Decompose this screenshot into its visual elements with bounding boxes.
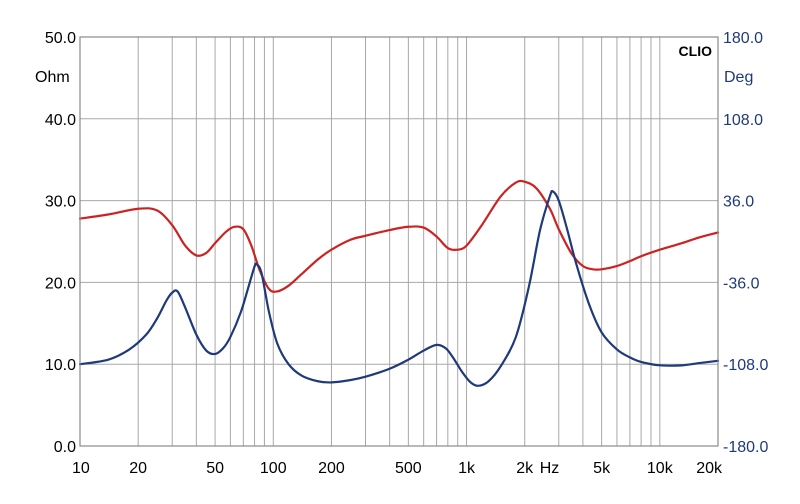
x-tick-label: 1k bbox=[458, 460, 476, 477]
x-tick-label: 100 bbox=[260, 460, 287, 477]
x-tick-label: 10 bbox=[72, 460, 90, 477]
axis-labels: 0.0 10.0 20.0 30.0 40.0 50.0 -180.0 -108.0 -36.0… bbox=[35, 30, 768, 477]
y-right-tick-label: -180.0 bbox=[723, 439, 768, 456]
plot-frame bbox=[79, 36, 719, 447]
series-layer bbox=[78, 179, 720, 387]
y-left-tick-label: 30.0 bbox=[45, 194, 76, 211]
x-tick-label: 20 bbox=[129, 460, 147, 477]
x-tick-label: 200 bbox=[318, 460, 345, 477]
x-tick-label: 10k bbox=[647, 460, 674, 477]
grid bbox=[79, 36, 719, 447]
x-tick-label: 500 bbox=[395, 460, 422, 477]
impedance-line bbox=[78, 179, 720, 293]
y-left-tick-label: 40.0 bbox=[45, 112, 76, 129]
x-tick-label: 20k bbox=[696, 460, 723, 477]
y-right-tick-label: -108.0 bbox=[723, 357, 768, 374]
y-right-tick-label: 108.0 bbox=[723, 112, 763, 129]
y-right-tick-label: 180.0 bbox=[723, 30, 763, 47]
x-tick-label: 2k bbox=[516, 460, 534, 477]
x-unit-label: Hz bbox=[540, 460, 560, 477]
y-left-tick-label: 0.0 bbox=[54, 439, 76, 456]
y-left-unit-label: Ohm bbox=[35, 69, 70, 86]
y-left-tick-label: 10.0 bbox=[45, 357, 76, 374]
y-right-tick-label: 36.0 bbox=[723, 194, 754, 211]
phase-line bbox=[78, 189, 720, 387]
y-right-tick-label: -36.0 bbox=[723, 275, 760, 292]
x-tick-label: 50 bbox=[206, 460, 224, 477]
y-right-unit-label: Deg bbox=[724, 69, 753, 86]
x-tick-label: 5k bbox=[593, 460, 611, 477]
y-left-tick-label: 50.0 bbox=[45, 30, 76, 47]
y-left-tick-label: 20.0 bbox=[45, 275, 76, 292]
brand-label: CLIO bbox=[679, 43, 713, 59]
